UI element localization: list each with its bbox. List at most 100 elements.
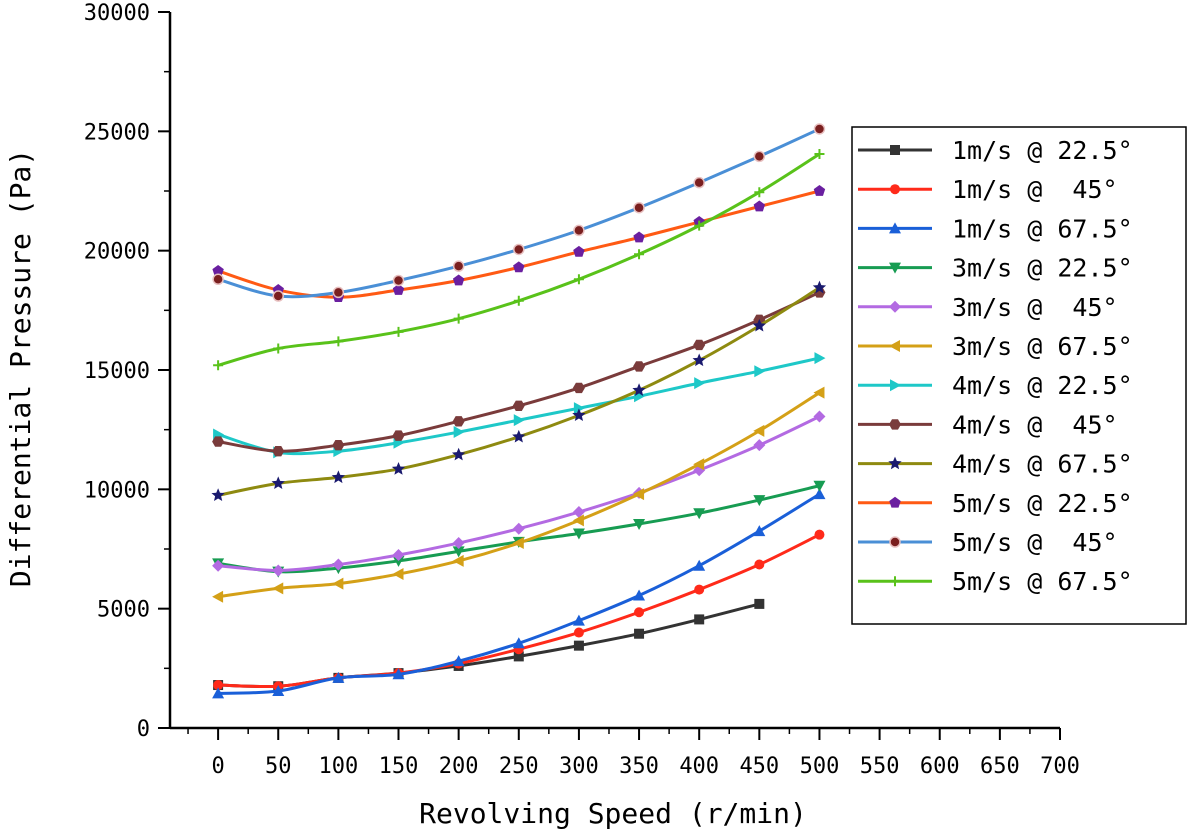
- y-tick-label: 15000: [84, 359, 150, 384]
- data-point: [573, 627, 584, 638]
- y-axis-title: Differential Pressure (Pa): [4, 149, 37, 587]
- data-point: [752, 318, 766, 332]
- x-tick-label: 200: [439, 754, 479, 779]
- legend-marker: [889, 496, 901, 508]
- data-point: [633, 589, 646, 601]
- legend-marker: [889, 340, 900, 352]
- data-point: [513, 651, 524, 662]
- data-point: [332, 439, 345, 451]
- data-point: [633, 488, 645, 501]
- data-point: [212, 436, 225, 447]
- data-point: [212, 264, 224, 276]
- data-point: [273, 343, 284, 354]
- data-point: [813, 386, 825, 399]
- series-lines: [211, 123, 827, 699]
- series-line: [218, 492, 821, 695]
- data-point: [272, 685, 285, 697]
- legend-item: 3m/s @ 22.5°: [858, 254, 1133, 283]
- legend-marker: [890, 145, 900, 155]
- data-point: [753, 424, 765, 437]
- data-point: [754, 365, 766, 378]
- legend-label: 1m/s @ 22.5°: [952, 136, 1133, 165]
- data-point: [573, 274, 584, 285]
- x-axis-ticks: 0 50 100 150 200 250 300 350 400 450 500 550 600 650 7…: [187, 728, 1080, 779]
- data-point: [213, 360, 224, 371]
- legend-item: 5m/s @ 67.5°: [858, 567, 1133, 596]
- legend-marker: [889, 262, 901, 274]
- data-point: [272, 564, 285, 577]
- data-point: [211, 488, 225, 501]
- data-point: [633, 361, 646, 372]
- data-point: [572, 614, 585, 626]
- data-point: [633, 518, 646, 530]
- data-point: [753, 200, 766, 212]
- data-point: [572, 506, 585, 519]
- x-tick-label: 650: [980, 754, 1020, 779]
- data-point: [512, 400, 525, 411]
- legend-marker: [890, 184, 900, 195]
- series-9: [211, 280, 827, 501]
- data-point: [452, 537, 465, 550]
- x-tick-label: 350: [619, 754, 659, 779]
- data-point: [452, 260, 465, 272]
- data-point: [452, 554, 464, 567]
- data-point: [693, 559, 706, 571]
- data-point: [753, 150, 766, 163]
- data-point: [754, 187, 765, 198]
- y-tick-label: 20000: [84, 240, 150, 265]
- data-point: [753, 525, 766, 537]
- legend-label: 5m/s @ 67.5°: [952, 567, 1133, 596]
- data-point: [213, 680, 224, 691]
- data-point: [392, 555, 405, 567]
- y-axis-ticks: 0 5000 10000 15000 20000 25000 30000: [84, 1, 170, 742]
- x-tick-label: 450: [739, 754, 779, 779]
- series-1: [213, 598, 765, 692]
- data-point: [694, 584, 705, 595]
- data-point: [754, 598, 765, 609]
- legend-item: 1m/s @ 67.5°: [858, 214, 1133, 243]
- data-point: [392, 274, 405, 287]
- data-point: [512, 637, 525, 649]
- legend-label: 4m/s @ 45°: [952, 410, 1118, 439]
- data-point: [692, 353, 706, 367]
- data-point: [572, 382, 585, 394]
- series-3: [212, 488, 826, 699]
- legend-item: 5m/s @ 45°: [858, 528, 1118, 557]
- series-line: [217, 152, 821, 367]
- data-point: [572, 528, 585, 540]
- data-point: [753, 495, 766, 507]
- legend-item: 3m/s @ 67.5°: [858, 332, 1133, 361]
- data-point: [391, 462, 406, 475]
- legend-label: 5m/s @ 45°: [952, 528, 1118, 557]
- data-point: [512, 429, 526, 443]
- data-point: [513, 243, 525, 256]
- data-point: [513, 414, 525, 427]
- data-point: [633, 231, 645, 243]
- data-point: [633, 201, 645, 214]
- data-point: [271, 476, 285, 490]
- series-10: [212, 185, 826, 303]
- data-point: [573, 640, 584, 651]
- data-point: [392, 568, 404, 581]
- series-6: [212, 386, 825, 603]
- data-point: [694, 614, 705, 625]
- series-line: [217, 127, 821, 299]
- legend-label: 3m/s @ 45°: [952, 293, 1118, 322]
- data-point: [512, 537, 524, 550]
- data-point: [333, 336, 344, 347]
- data-point: [814, 529, 825, 540]
- legend-item: 1m/s @ 45°: [858, 175, 1118, 204]
- y-tick-label: 30000: [84, 1, 150, 26]
- data-point: [452, 416, 465, 427]
- data-point: [212, 687, 225, 699]
- data-point: [452, 546, 465, 558]
- series-12: [213, 149, 825, 371]
- data-point: [693, 339, 706, 351]
- data-point: [813, 488, 826, 500]
- data-point: [392, 668, 405, 680]
- data-point: [392, 430, 405, 441]
- y-tick-label: 25000: [84, 120, 150, 145]
- data-point: [212, 559, 225, 572]
- legend-marker: [890, 379, 901, 392]
- x-tick-label: 550: [860, 754, 900, 779]
